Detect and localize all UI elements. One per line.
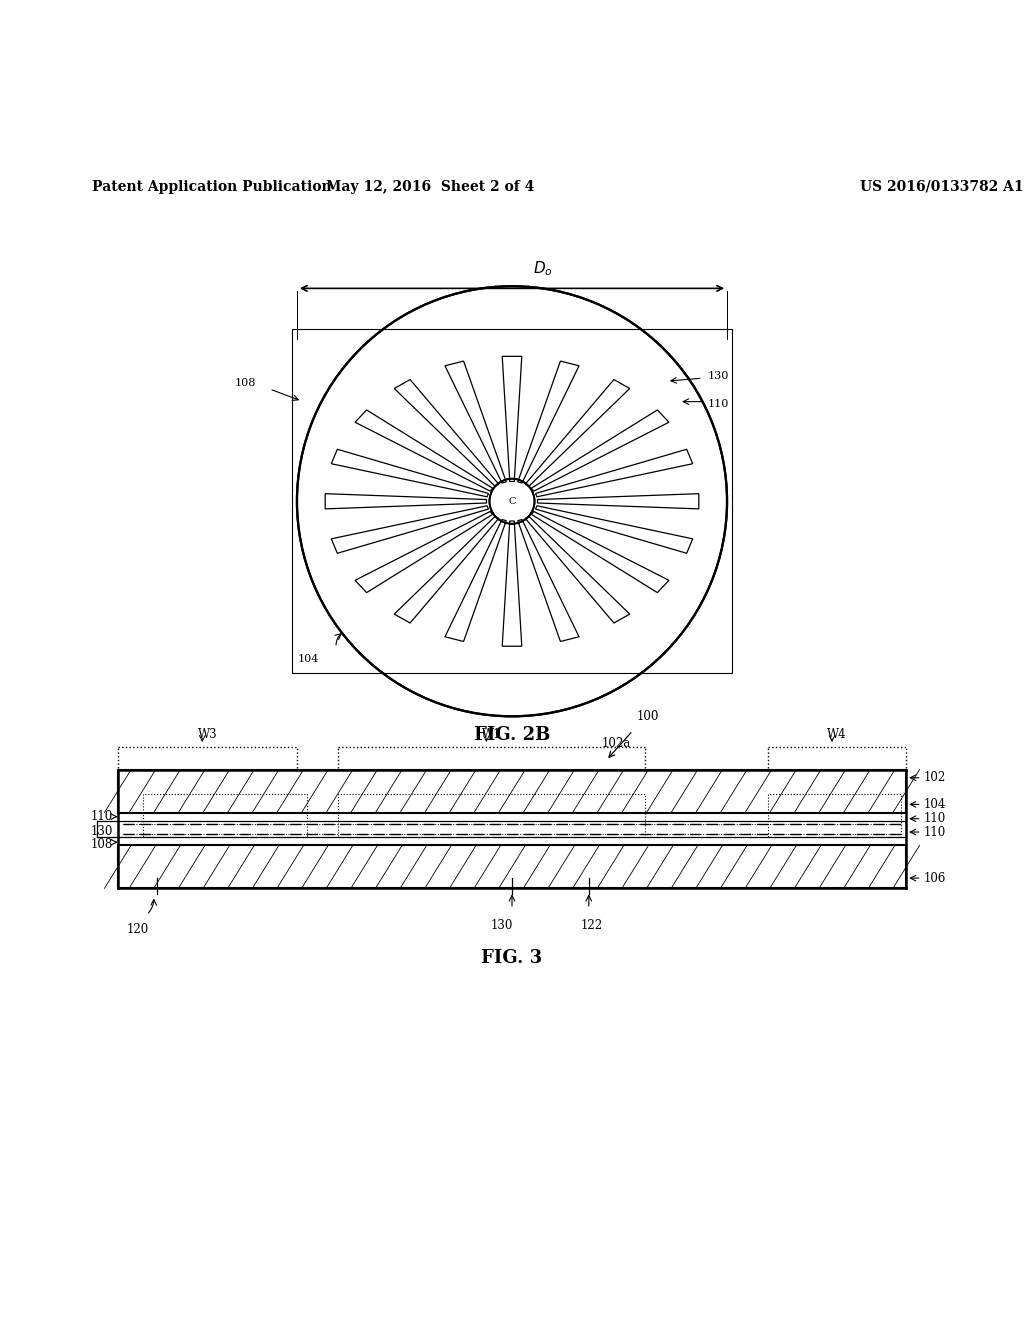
Text: 130: 130	[90, 825, 113, 837]
Text: C: C	[508, 496, 516, 506]
Text: 108: 108	[90, 838, 113, 851]
Text: 130: 130	[708, 371, 729, 381]
Text: Patent Application Publication: Patent Application Publication	[92, 180, 332, 194]
Text: 122: 122	[581, 919, 603, 932]
Text: 110: 110	[924, 825, 946, 838]
Text: US 2016/0133782 A1: US 2016/0133782 A1	[860, 180, 1024, 194]
Bar	[768, 795, 901, 837]
Text: 120: 120	[127, 923, 150, 936]
Text: 130: 130	[490, 919, 513, 932]
Text: W4: W4	[827, 727, 847, 741]
Bar	[338, 795, 645, 837]
Text: 100: 100	[637, 710, 659, 723]
Text: W3: W3	[198, 727, 217, 741]
Text: 104: 104	[924, 797, 946, 810]
Text: 108: 108	[234, 378, 256, 388]
Text: 110: 110	[708, 399, 729, 409]
Text: 110: 110	[924, 812, 946, 825]
Text: 106: 106	[924, 871, 946, 884]
Text: W1: W1	[481, 727, 502, 741]
Bar	[118, 770, 906, 813]
Bar	[292, 329, 732, 673]
Text: 104: 104	[298, 653, 319, 664]
Bar	[143, 795, 307, 837]
Text: May 12, 2016  Sheet 2 of 4: May 12, 2016 Sheet 2 of 4	[326, 180, 535, 194]
Text: FIG. 2B: FIG. 2B	[474, 726, 550, 743]
Bar	[118, 845, 906, 888]
Text: 102: 102	[924, 771, 946, 784]
Text: 102a: 102a	[602, 738, 632, 751]
Text: FIG. 3: FIG. 3	[481, 949, 543, 968]
Text: $D_o$: $D_o$	[532, 260, 553, 279]
Text: 110: 110	[90, 810, 113, 824]
